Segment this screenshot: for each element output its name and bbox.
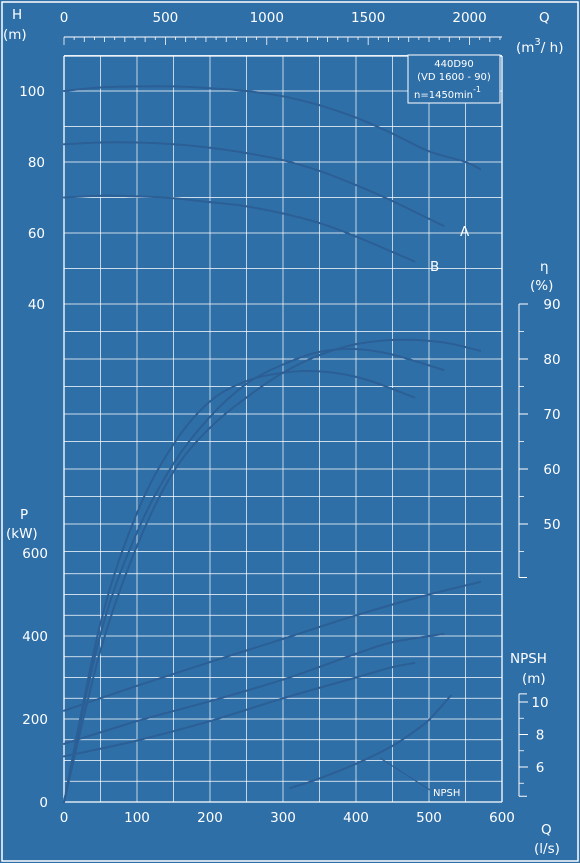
power-curve-8 xyxy=(63,662,416,758)
head-axis-unit: (m) xyxy=(3,27,27,43)
curve-label-b: B xyxy=(430,259,439,275)
top-axis-tick-label: 1500 xyxy=(351,10,385,26)
npsh-curve-label: NPSH xyxy=(433,788,460,799)
legend-speed: n=1450min-1 xyxy=(414,85,481,101)
efficiency-curve-4 xyxy=(63,347,445,803)
power-axis-title: P xyxy=(20,507,28,523)
top-axis-tick-label: 0 xyxy=(60,10,69,26)
legend-speed-sup: -1 xyxy=(473,85,481,94)
bottom-axis-tick-label: 0 xyxy=(60,810,69,826)
eff-axis-tick-label: 90 xyxy=(543,297,560,313)
power-axis-tick-label: 0 xyxy=(39,795,48,811)
power-curve-6 xyxy=(63,581,482,712)
q-top-unit-b: / h) xyxy=(541,40,564,56)
legend-variant: (VD 1600 - 90) xyxy=(417,72,491,83)
eta-axis-title: η xyxy=(540,259,549,275)
npsh-axis-title: NPSH xyxy=(510,651,547,667)
npsh-axis-tick-label: 10 xyxy=(531,695,548,711)
bottom-axis-tick-label: 100 xyxy=(124,810,150,826)
head-axis-tick-label: 80 xyxy=(28,155,45,171)
grid-layer xyxy=(63,55,503,803)
head-axis-tick-label: 40 xyxy=(28,297,45,313)
npsh-curve-npsh xyxy=(289,694,452,790)
q-top-unit-sup: 3 xyxy=(534,37,540,48)
top-axis-tick-label: 500 xyxy=(152,10,178,26)
eff-axis-tick-label: 60 xyxy=(543,462,560,478)
eff-axis-tick-label: 70 xyxy=(543,407,560,423)
head-curve-0 xyxy=(63,85,482,171)
legend-speed-text: n=1450min xyxy=(414,90,473,101)
power-axis-unit: (kW) xyxy=(6,526,38,542)
top-axis-tick-label: 1000 xyxy=(250,10,284,26)
head-curve-a xyxy=(63,141,445,227)
power-axis-tick-label: 600 xyxy=(22,546,48,562)
top-axis-tick-label: 2000 xyxy=(452,10,486,26)
npsh-axis-unit: (m) xyxy=(522,671,546,687)
curve-label-a: A xyxy=(460,224,470,240)
eta-axis-unit: (%) xyxy=(530,278,553,294)
bottom-axis-tick-label: 400 xyxy=(343,810,369,826)
q-top-unit-a: (m xyxy=(516,40,534,56)
npsh-axis-tick-label: 8 xyxy=(536,728,545,744)
q-top-axis-unit: (m3/ h) xyxy=(516,37,563,56)
head-axis-tick-label: 100 xyxy=(19,84,45,100)
efficiency-curve-5 xyxy=(63,338,482,803)
eff-axis-tick-label: 80 xyxy=(543,352,560,368)
head-curve-b xyxy=(63,194,416,263)
legend-box xyxy=(407,54,501,104)
bottom-axis-tick-label: 300 xyxy=(270,810,296,826)
bottom-axis-tick-label: 200 xyxy=(197,810,223,826)
bottom-axis-tick-label: 500 xyxy=(416,810,442,826)
curves-layer xyxy=(63,85,482,803)
q-bottom-axis-title: Q xyxy=(541,822,552,838)
power-curve-7 xyxy=(63,632,445,745)
q-bottom-axis-unit: (l/s) xyxy=(534,841,560,857)
npsh-leader-line xyxy=(379,757,431,791)
eff-axis-tick-label: 50 xyxy=(543,517,560,533)
power-axis-tick-label: 400 xyxy=(22,629,48,645)
head-axis-title: H xyxy=(12,7,22,23)
legend-model: 440D90 xyxy=(434,59,474,70)
q-top-axis-title: Q xyxy=(539,10,550,26)
npsh-axis-tick-label: 6 xyxy=(536,760,545,776)
bottom-axis-tick-label: 600 xyxy=(489,810,515,826)
head-axis-tick-label: 60 xyxy=(28,226,45,242)
power-axis-tick-label: 200 xyxy=(22,712,48,728)
efficiency-curve-3 xyxy=(63,370,416,803)
